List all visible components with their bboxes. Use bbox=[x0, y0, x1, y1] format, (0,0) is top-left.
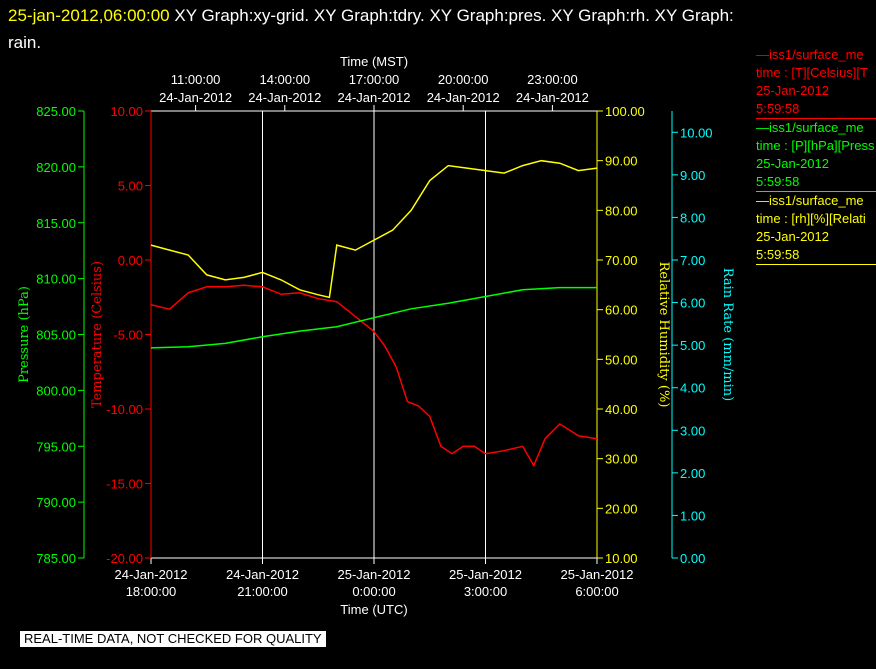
legend-line: time : [P][hPa][Press bbox=[756, 138, 875, 153]
pressure-tick-label: 805.00 bbox=[36, 328, 76, 343]
pressure-tick-label: 785.00 bbox=[36, 551, 76, 566]
bottom-axis-label: Time (UTC) bbox=[340, 602, 407, 617]
rain-tick-label: 8.00 bbox=[680, 210, 705, 225]
pressure-tick-label: 800.00 bbox=[36, 383, 76, 398]
temperature-axis-title: Temperature (Celsius) bbox=[90, 261, 105, 408]
bottom-tick-time: 18:00:00 bbox=[126, 584, 177, 599]
legend-line: 5:59:58 bbox=[756, 247, 800, 262]
temperature-tick-label: 5.00 bbox=[118, 179, 143, 194]
temperature-tick-label: -20.00 bbox=[106, 551, 143, 566]
rh-tick-label: 40.00 bbox=[605, 402, 638, 417]
pressure-tick-label: 820.00 bbox=[36, 160, 76, 175]
top-tick-date: 24-Jan-2012 bbox=[427, 90, 500, 105]
bottom-tick-time: 6:00:00 bbox=[575, 584, 618, 599]
top-tick-time: 23:00:00 bbox=[527, 72, 578, 87]
temperature-tick-label: -15.00 bbox=[106, 477, 143, 492]
legend-line: 25-Jan-2012 bbox=[756, 229, 829, 244]
temperature-tick-label: 10.00 bbox=[110, 104, 143, 119]
top-axis-label: Time (MST) bbox=[340, 54, 408, 69]
top-tick-time: 14:00:00 bbox=[259, 72, 310, 87]
rain-tick-label: 9.00 bbox=[680, 168, 705, 183]
rain-tick-label: 10.00 bbox=[680, 125, 713, 140]
bottom-tick-date: 25-Jan-2012 bbox=[449, 567, 522, 582]
pressure-axis-title: Pressure (hPa) bbox=[17, 286, 32, 383]
legend-line: —iss1/surface_me bbox=[756, 47, 864, 62]
legend-line: time : [rh][%][Relati bbox=[756, 211, 866, 226]
temperature-tick-label: -5.00 bbox=[113, 328, 143, 343]
temperature-tick-label: -10.00 bbox=[106, 402, 143, 417]
legend-line: 5:59:58 bbox=[756, 101, 800, 116]
pressure-tick-label: 815.00 bbox=[36, 216, 76, 231]
rh-tick-label: 30.00 bbox=[605, 452, 638, 467]
bottom-tick-time: 21:00:00 bbox=[237, 584, 288, 599]
bottom-tick-date: 24-Jan-2012 bbox=[226, 567, 299, 582]
temperature-tick-label: 0.00 bbox=[118, 253, 143, 268]
rh-tick-label: 70.00 bbox=[605, 253, 638, 268]
legend-line: —iss1/surface_me bbox=[756, 193, 864, 208]
rain-tick-label: 7.00 bbox=[680, 253, 705, 268]
pressure-tick-label: 825.00 bbox=[36, 104, 76, 119]
rh-tick-label: 90.00 bbox=[605, 154, 638, 169]
bottom-tick-time: 3:00:00 bbox=[464, 584, 507, 599]
top-tick-time: 11:00:00 bbox=[171, 72, 221, 87]
data-quality-notice: REAL-TIME DATA, NOT CHECKED FOR QUALITY bbox=[20, 631, 326, 647]
rh-tick-label: 50.00 bbox=[605, 352, 638, 367]
chart-title: 25-jan-2012,06:00:00 XY Graph:xy-grid. X… bbox=[8, 2, 748, 56]
rain-tick-label: 1.00 bbox=[680, 508, 705, 523]
bottom-tick-date: 25-Jan-2012 bbox=[561, 567, 634, 582]
top-tick-time: 17:00:00 bbox=[349, 72, 400, 87]
pressure-tick-label: 810.00 bbox=[36, 272, 76, 287]
series-line-pressure bbox=[150, 286, 597, 349]
rh-tick-label: 60.00 bbox=[605, 303, 638, 318]
pressure-tick-label: 790.00 bbox=[36, 495, 76, 510]
title-timestamp: 25-jan-2012,06:00:00 bbox=[8, 6, 170, 25]
top-tick-date: 24-Jan-2012 bbox=[338, 90, 411, 105]
rain-tick-label: 5.00 bbox=[680, 338, 705, 353]
rh-tick-label: 100.00 bbox=[605, 104, 645, 119]
series-line-rh bbox=[150, 159, 598, 299]
rain-axis-title: Rain Rate (mm/min) bbox=[720, 268, 735, 401]
legend-line: time : [T][Celsius][T bbox=[756, 65, 868, 80]
bottom-tick-date: 25-Jan-2012 bbox=[338, 567, 411, 582]
rain-tick-label: 4.00 bbox=[680, 381, 705, 396]
legend-line: 25-Jan-2012 bbox=[756, 83, 829, 98]
rh-tick-label: 20.00 bbox=[605, 501, 638, 516]
series-line-temperature bbox=[150, 284, 598, 468]
bottom-tick-time: 0:00:00 bbox=[352, 584, 395, 599]
top-tick-date: 24-Jan-2012 bbox=[248, 90, 321, 105]
title-graph-list: XY Graph:xy-grid. XY Graph:tdry. XY Grap… bbox=[8, 6, 734, 52]
rain-tick-label: 2.00 bbox=[680, 466, 705, 481]
top-tick-date: 24-Jan-2012 bbox=[516, 90, 589, 105]
rh-tick-label: 10.00 bbox=[605, 551, 638, 566]
legend: —iss1/surface_me time : [T][Celsius][T 25-… bbox=[756, 46, 876, 265]
rh-axis-title: Relative Humidity (%) bbox=[656, 262, 671, 408]
top-tick-date: 24-Jan-2012 bbox=[159, 90, 232, 105]
top-tick-time: 20:00:00 bbox=[438, 72, 489, 87]
rh-tick-label: 80.00 bbox=[605, 203, 638, 218]
legend-line: 5:59:58 bbox=[756, 174, 800, 189]
rain-tick-label: 0.00 bbox=[680, 551, 705, 566]
rain-tick-label: 6.00 bbox=[680, 296, 705, 311]
bottom-tick-date: 24-Jan-2012 bbox=[115, 567, 188, 582]
legend-line: —iss1/surface_me bbox=[756, 120, 864, 135]
rain-tick-label: 3.00 bbox=[680, 423, 705, 438]
pressure-tick-label: 795.00 bbox=[36, 439, 76, 454]
legend-line: 25-Jan-2012 bbox=[756, 156, 829, 171]
